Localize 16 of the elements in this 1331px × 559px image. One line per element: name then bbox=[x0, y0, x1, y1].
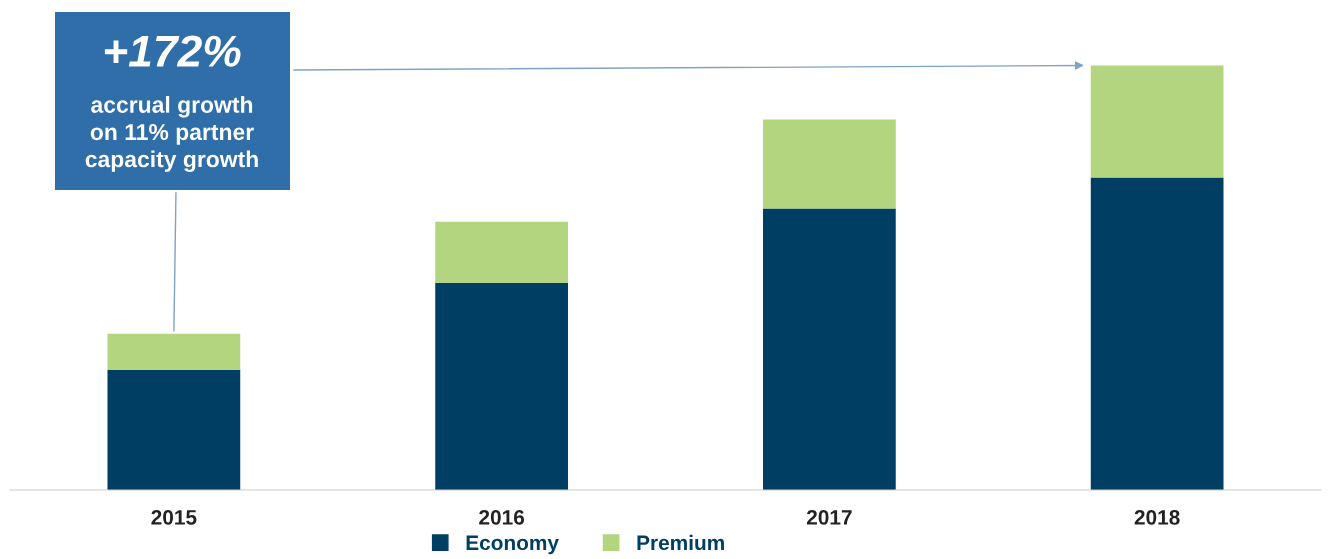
x-tick-label: 2016 bbox=[479, 509, 525, 525]
x-tick-label: 2018 bbox=[1134, 509, 1180, 525]
bar bbox=[435, 282, 568, 490]
bar bbox=[435, 221, 568, 283]
bar bbox=[1090, 65, 1224, 178]
x-tick-label: 2017 bbox=[806, 509, 852, 525]
legend-label: Premium bbox=[637, 534, 724, 551]
bar bbox=[763, 208, 896, 490]
bar bbox=[107, 333, 241, 370]
bar bbox=[1090, 177, 1224, 490]
legend-label: Economy bbox=[466, 535, 559, 555]
bar bbox=[763, 119, 896, 209]
x-tick-label: 2015 bbox=[151, 509, 197, 525]
annotation: +172% bbox=[104, 35, 241, 67]
bar bbox=[107, 369, 241, 490]
annotation: accrual growth on 11% partner capacity growth bbox=[85, 96, 258, 172]
